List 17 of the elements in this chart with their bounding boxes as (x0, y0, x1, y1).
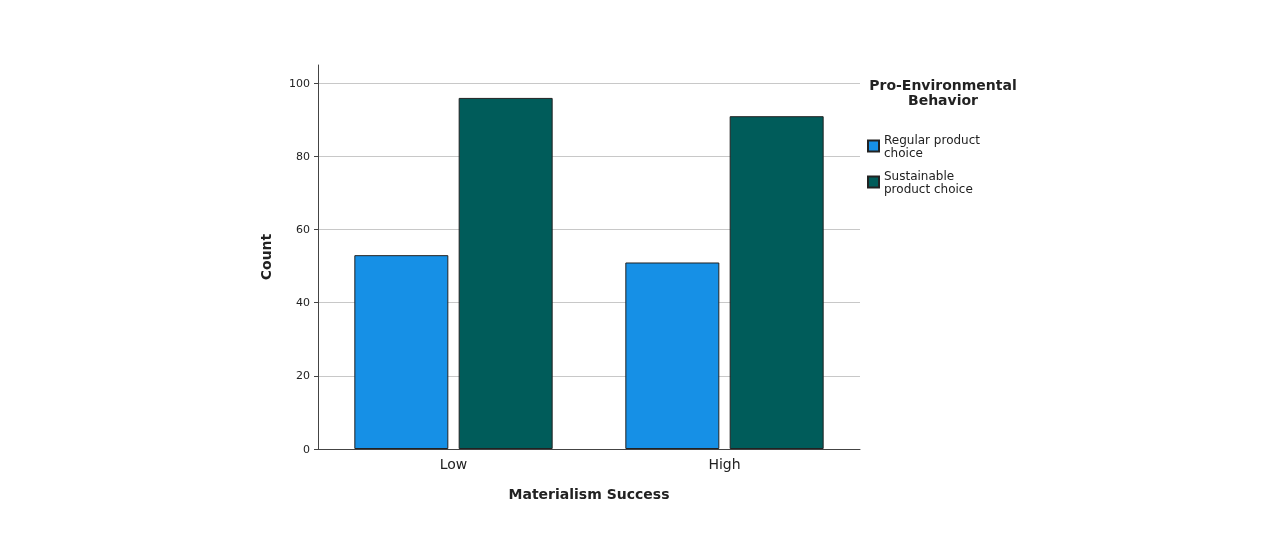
y-tick-label: 80 (296, 149, 310, 163)
y-tick-label: 100 (289, 76, 310, 90)
legend-label: Regular product choice (884, 132, 984, 160)
y-tick-label: 0 (303, 442, 310, 456)
y-tick-label: 60 (296, 223, 310, 237)
bar (354, 255, 449, 449)
bar (458, 97, 553, 449)
x-tick-label: Low (439, 456, 468, 472)
y-tick-label: 20 (296, 369, 310, 383)
y-tick-label: 40 (296, 296, 310, 310)
bar (729, 116, 824, 449)
y-axis-title: Count (258, 233, 274, 281)
x-tick-label: High (708, 456, 741, 472)
legend-title: Pro-Environmental Behavior (869, 76, 1017, 108)
bar (625, 262, 720, 449)
x-axis-title: Materialism Success (508, 486, 670, 502)
legend-label: Sustainable product choice (884, 168, 973, 196)
